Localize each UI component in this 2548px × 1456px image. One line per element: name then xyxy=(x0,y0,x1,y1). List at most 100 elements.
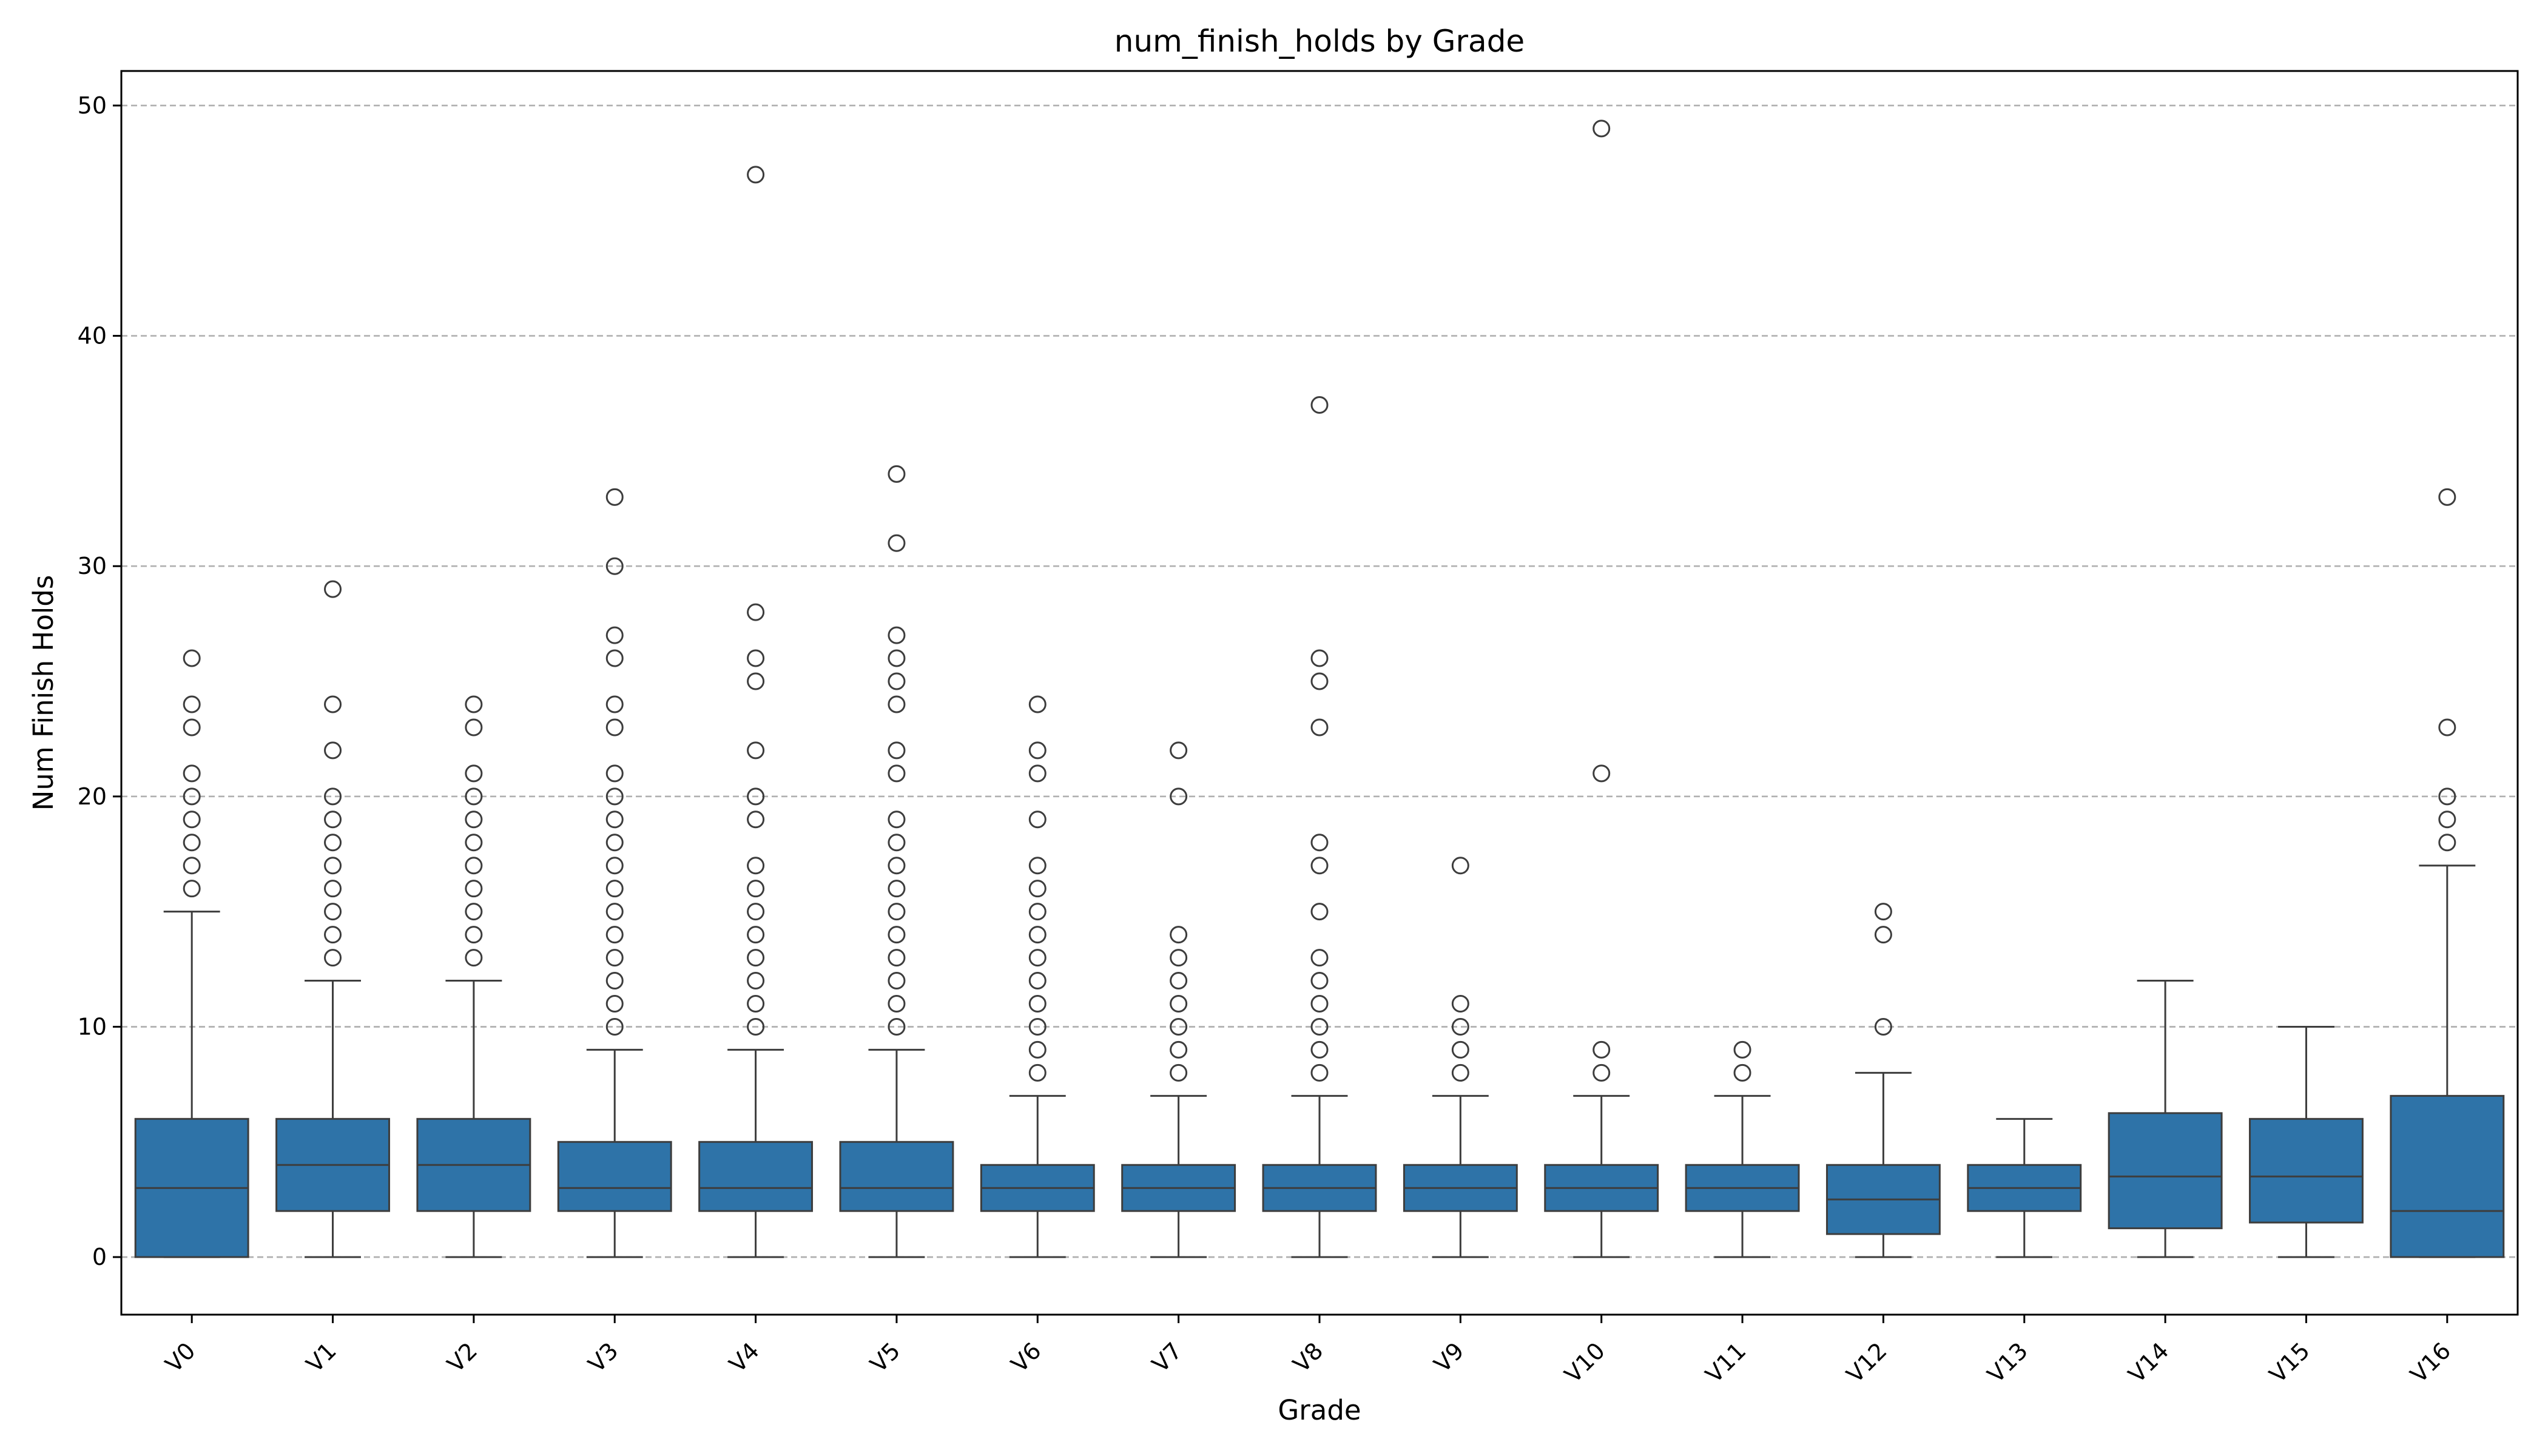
box-group xyxy=(1685,1040,1800,1258)
outlier-point xyxy=(2438,488,2456,506)
outlier-point xyxy=(1028,695,1046,713)
outlier-point xyxy=(1028,1017,1046,1036)
outlier-point xyxy=(605,857,624,875)
outlier-point xyxy=(605,811,624,829)
outlier-point xyxy=(888,811,906,829)
outlier-point xyxy=(1592,120,1611,138)
y-tick-label: 30 xyxy=(78,553,107,579)
outlier-point xyxy=(183,764,201,783)
box-group xyxy=(557,488,672,1258)
outlier-point xyxy=(888,626,906,644)
outlier-point xyxy=(465,857,483,875)
outlier-point xyxy=(1874,903,1892,921)
box-group xyxy=(2108,980,2223,1258)
outlier-point xyxy=(888,972,906,990)
outlier-point xyxy=(605,972,624,990)
outlier-point xyxy=(1028,995,1046,1013)
x-tick-label: V10 xyxy=(1559,1337,1610,1388)
outlier-point xyxy=(888,995,906,1013)
box-group xyxy=(2390,488,2505,1258)
y-tick-label: 50 xyxy=(78,92,107,119)
outlier-point xyxy=(1028,880,1046,898)
outlier-point xyxy=(2438,811,2456,829)
outlier-point xyxy=(1310,1063,1329,1082)
outlier-point xyxy=(747,903,765,921)
outlier-point xyxy=(183,718,201,736)
outlier-point xyxy=(747,972,765,990)
iqr-box xyxy=(839,1141,954,1212)
outlier-point xyxy=(605,949,624,967)
outlier-point xyxy=(1310,949,1329,967)
box-group xyxy=(1825,903,1941,1258)
outlier-point xyxy=(1028,741,1046,760)
outlier-point xyxy=(1028,926,1046,944)
outlier-point xyxy=(324,880,342,898)
outlier-point xyxy=(888,926,906,944)
outlier-point xyxy=(465,811,483,829)
outlier-point xyxy=(324,926,342,944)
outlier-point xyxy=(183,649,201,667)
outlier-point xyxy=(1310,649,1329,667)
outlier-point xyxy=(605,626,624,644)
x-tick-label: V13 xyxy=(1982,1337,2033,1388)
x-tick-label: V6 xyxy=(1006,1337,1046,1378)
x-tick-label: V5 xyxy=(865,1337,906,1378)
outlier-point xyxy=(324,949,342,967)
x-tick-label: V0 xyxy=(160,1337,201,1378)
outlier-point xyxy=(1874,926,1892,944)
box-group xyxy=(1121,741,1236,1258)
outlier-point xyxy=(605,764,624,783)
outlier-point xyxy=(888,465,906,483)
outlier-point xyxy=(888,741,906,760)
x-tick-label: V14 xyxy=(2123,1337,2174,1388)
outlier-point xyxy=(747,672,765,690)
outlier-point xyxy=(2438,787,2456,806)
iqr-box xyxy=(698,1141,814,1212)
outlier-point xyxy=(747,166,765,184)
outlier-point xyxy=(183,880,201,898)
outlier-point xyxy=(183,834,201,852)
outlier-point xyxy=(1733,1040,1751,1059)
outlier-point xyxy=(2438,834,2456,852)
outlier-point xyxy=(324,811,342,829)
x-tick-label: V8 xyxy=(1288,1337,1329,1378)
outlier-point xyxy=(747,1017,765,1036)
outlier-point xyxy=(1592,764,1611,783)
y-axis-label: Num Finish Holds xyxy=(27,575,59,811)
outlier-point xyxy=(605,880,624,898)
outlier-point xyxy=(1170,1017,1188,1036)
outlier-point xyxy=(1028,903,1046,921)
box-group xyxy=(1262,396,1377,1258)
box-group xyxy=(134,649,249,1258)
outlier-point xyxy=(605,718,624,736)
x-tick-label: V1 xyxy=(301,1337,342,1378)
outlier-point xyxy=(324,695,342,713)
iqr-box xyxy=(2249,1117,2364,1224)
outlier-point xyxy=(888,857,906,875)
outlier-point xyxy=(1310,903,1329,921)
outlier-point xyxy=(465,949,483,967)
box-group xyxy=(1544,120,1659,1258)
outlier-point xyxy=(605,649,624,667)
outlier-point xyxy=(2438,718,2456,736)
outlier-point xyxy=(1310,995,1329,1013)
outlier-point xyxy=(605,1017,624,1036)
box-group xyxy=(275,580,390,1258)
outlier-point xyxy=(465,926,483,944)
outlier-point xyxy=(324,741,342,760)
iqr-box xyxy=(557,1141,672,1212)
outlier-point xyxy=(1170,1063,1188,1082)
outlier-point xyxy=(324,903,342,921)
outlier-point xyxy=(1451,1040,1469,1059)
x-axis-label: Grade xyxy=(1278,1394,1361,1426)
outlier-point xyxy=(324,787,342,806)
outlier-point xyxy=(1028,972,1046,990)
outlier-point xyxy=(605,995,624,1013)
outlier-point xyxy=(888,649,906,667)
outlier-point xyxy=(1310,718,1329,736)
outlier-point xyxy=(1028,811,1046,829)
outlier-point xyxy=(465,834,483,852)
x-tick-label: V11 xyxy=(1700,1337,1751,1388)
outlier-point xyxy=(183,695,201,713)
outlier-point xyxy=(1170,995,1188,1013)
